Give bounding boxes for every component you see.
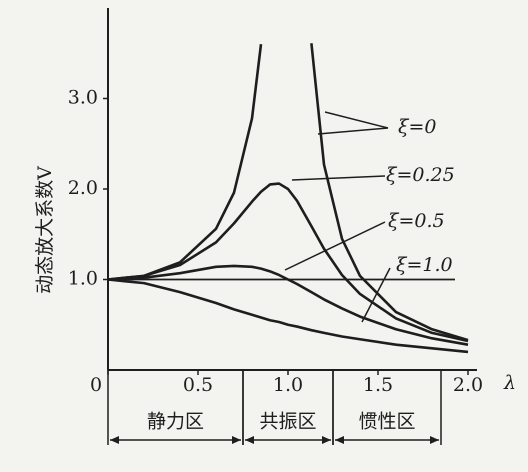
- x-tick-label: 0: [90, 374, 102, 396]
- leader-line: [361, 267, 391, 323]
- series-line: [107, 43, 469, 342]
- x-axis-label: λ: [503, 372, 516, 394]
- legend-label: ξ=0: [398, 116, 436, 138]
- arrow-head: [245, 436, 331, 444]
- legend-label: ξ=1.0: [396, 254, 453, 276]
- x-tick-label: 1.5: [363, 374, 393, 396]
- series-line: [107, 278, 469, 354]
- x-tick-label: 0.5: [183, 374, 213, 396]
- series-line: [107, 182, 469, 343]
- leader-line: [291, 175, 386, 181]
- leader-line: [324, 111, 389, 129]
- series-line: [107, 264, 469, 346]
- leader-line: [284, 221, 386, 271]
- legend-label: ξ=0.5: [388, 210, 445, 232]
- leader-line: [317, 127, 389, 135]
- zone-label: 共振区: [259, 411, 316, 433]
- zone-label: 惯性区: [358, 411, 415, 433]
- y-axis-label: 动态放大系数V: [34, 166, 56, 294]
- legend-label: ξ=0.25: [386, 164, 455, 186]
- y-tick-label: 1.0: [68, 268, 98, 290]
- y-tick-label: 3.0: [68, 87, 98, 109]
- x-tick-label: 1.0: [273, 374, 303, 396]
- x-tick-label: 2.0: [453, 374, 483, 396]
- y-tick-label: 2.0: [68, 177, 98, 199]
- zone-label: 静力区: [147, 411, 204, 433]
